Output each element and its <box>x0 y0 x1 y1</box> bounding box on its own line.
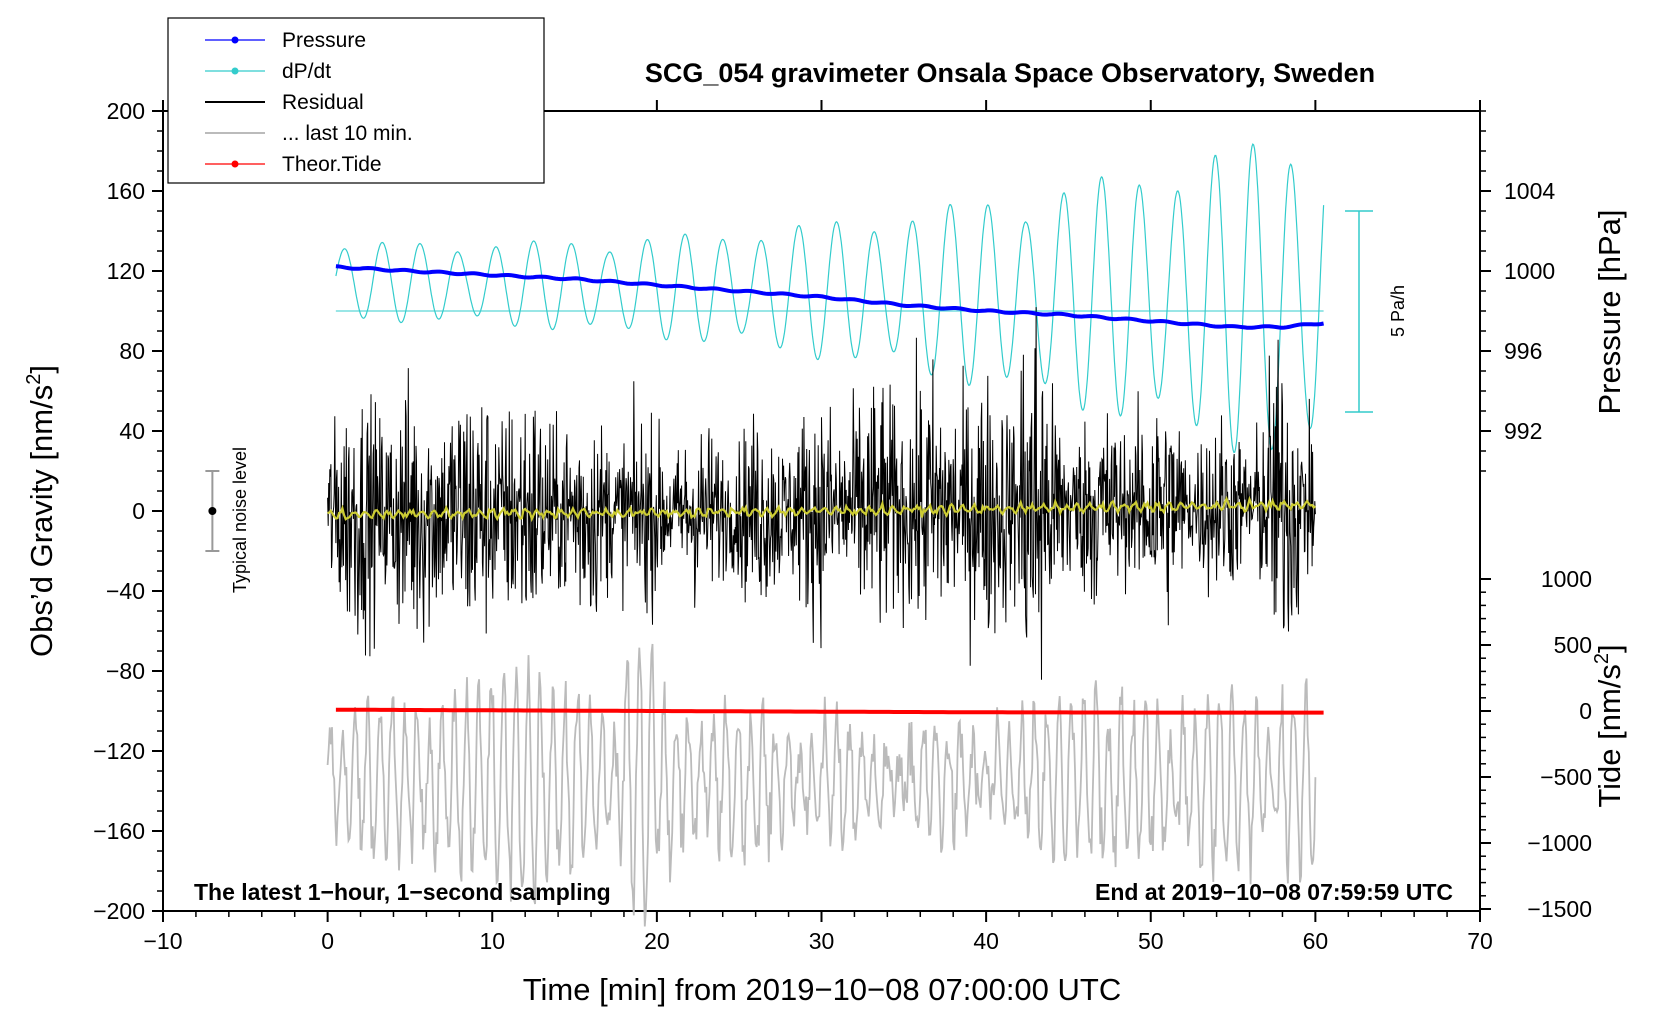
chart-title: SCG_054 gravimeter Onsala Space Observat… <box>645 58 1375 88</box>
x-tick-label: 50 <box>1138 928 1164 954</box>
y-axis-right: 1004 1000 996 992 1000 500 0 −500 −1000 −1500 <box>1480 110 1592 922</box>
legend-box <box>167 17 545 184</box>
tide-tick-label: 1000 <box>1541 566 1592 592</box>
y-left-tick-label: 200 <box>107 98 145 124</box>
x-tick-label: 60 <box>1303 928 1329 954</box>
y-left-tick-label: 40 <box>119 418 145 444</box>
tide-tick-label: 0 <box>1579 698 1592 724</box>
x-tick-label: 20 <box>644 928 670 954</box>
pressure-tick-label: 996 <box>1504 338 1542 364</box>
residual-trend-series <box>327 495 1317 523</box>
y-left-tick-label: 120 <box>107 258 145 284</box>
legend-label: dP/dt <box>282 60 331 83</box>
dpdt-scale-bar <box>1345 210 1373 413</box>
y-left-title-sup: 2 <box>23 374 45 385</box>
legend-label: ... last 10 min. <box>282 122 413 145</box>
tide-tick-label: −500 <box>1540 764 1592 790</box>
x-tick-label: 0 <box>321 928 334 954</box>
y-left-tick-label: −40 <box>106 578 145 604</box>
y-left-tick-label: −120 <box>93 738 145 764</box>
noise-label: Typical noise level <box>230 447 250 593</box>
y-left-tick-label: 0 <box>132 498 145 524</box>
legend-swatch-marker <box>231 36 239 44</box>
x-axis: −10 0 10 20 30 40 50 60 70 <box>143 100 1493 954</box>
legend: Pressure dP/dt Residual ... last 10 min. The… <box>167 17 545 184</box>
theor-tide-line <box>335 707 1324 715</box>
y-axis-right-bottom-title: Tide [nm/s2] <box>1591 644 1627 807</box>
note-right: End at 2019−10−08 07:59:59 UTC <box>1095 879 1453 905</box>
note-left: The latest 1−hour, 1−second sampling <box>194 879 611 905</box>
pressure-tick-label: 1000 <box>1504 258 1555 284</box>
y-left-tick-label: −80 <box>106 658 145 684</box>
y-axis-left-title: Obs’d Gravity [nm/s2] <box>23 365 59 657</box>
x-tick-label: 30 <box>809 928 835 954</box>
y-axis-left: 200 160 120 80 40 0 −40 −80 −120 −160 −200 <box>93 98 163 924</box>
dpdt-line <box>335 143 1325 454</box>
pressure-tick-label: 1004 <box>1504 178 1555 204</box>
residual-series <box>327 307 1316 680</box>
tide-tick-label: −1000 <box>1527 830 1592 856</box>
noise-bar-dot <box>208 507 217 515</box>
y-left-tick-label: 80 <box>119 338 145 364</box>
y-axis-right-top-title: Pressure [hPa] <box>1592 209 1627 414</box>
residual-line <box>327 307 1316 680</box>
legend-label: Residual <box>282 91 364 114</box>
y-left-tick-label: −200 <box>93 898 145 924</box>
pressure-tick-label: 992 <box>1504 418 1542 444</box>
x-tick-label: −10 <box>143 928 182 954</box>
pressure-series <box>335 264 1324 330</box>
x-tick-label: 70 <box>1467 928 1493 954</box>
y-right-title-close: ] <box>1592 644 1627 653</box>
y-left-tick-label: 160 <box>107 178 145 204</box>
tide-tick-label: 500 <box>1554 632 1592 658</box>
x-axis-title: Time [min] from 2019−10−08 07:00:00 UTC <box>523 972 1122 1007</box>
y-left-tick-label: −160 <box>93 818 145 844</box>
y-left-title-close: ] <box>24 365 59 374</box>
y-right-title-sup: 2 <box>1591 653 1613 664</box>
dpdt-series <box>335 143 1325 454</box>
dpdt-scale-label: 5 Pa/h <box>1388 285 1408 337</box>
typical-noise-bar <box>205 470 220 552</box>
pressure-line <box>335 264 1324 330</box>
tide-tick-label: −1500 <box>1527 896 1592 922</box>
theor-tide-series <box>335 707 1324 715</box>
residual-trend-line <box>327 495 1317 523</box>
y-left-title-main: Obs’d Gravity [nm/s <box>24 385 59 657</box>
x-tick-label: 40 <box>973 928 999 954</box>
y-right-title-main: Tide [nm/s <box>1592 664 1627 808</box>
legend-swatch-marker <box>231 67 239 75</box>
legend-swatch-marker <box>231 160 239 168</box>
x-tick-label: 10 <box>479 928 505 954</box>
legend-label: Theor.Tide <box>282 153 382 176</box>
legend-label: Pressure <box>282 29 366 52</box>
